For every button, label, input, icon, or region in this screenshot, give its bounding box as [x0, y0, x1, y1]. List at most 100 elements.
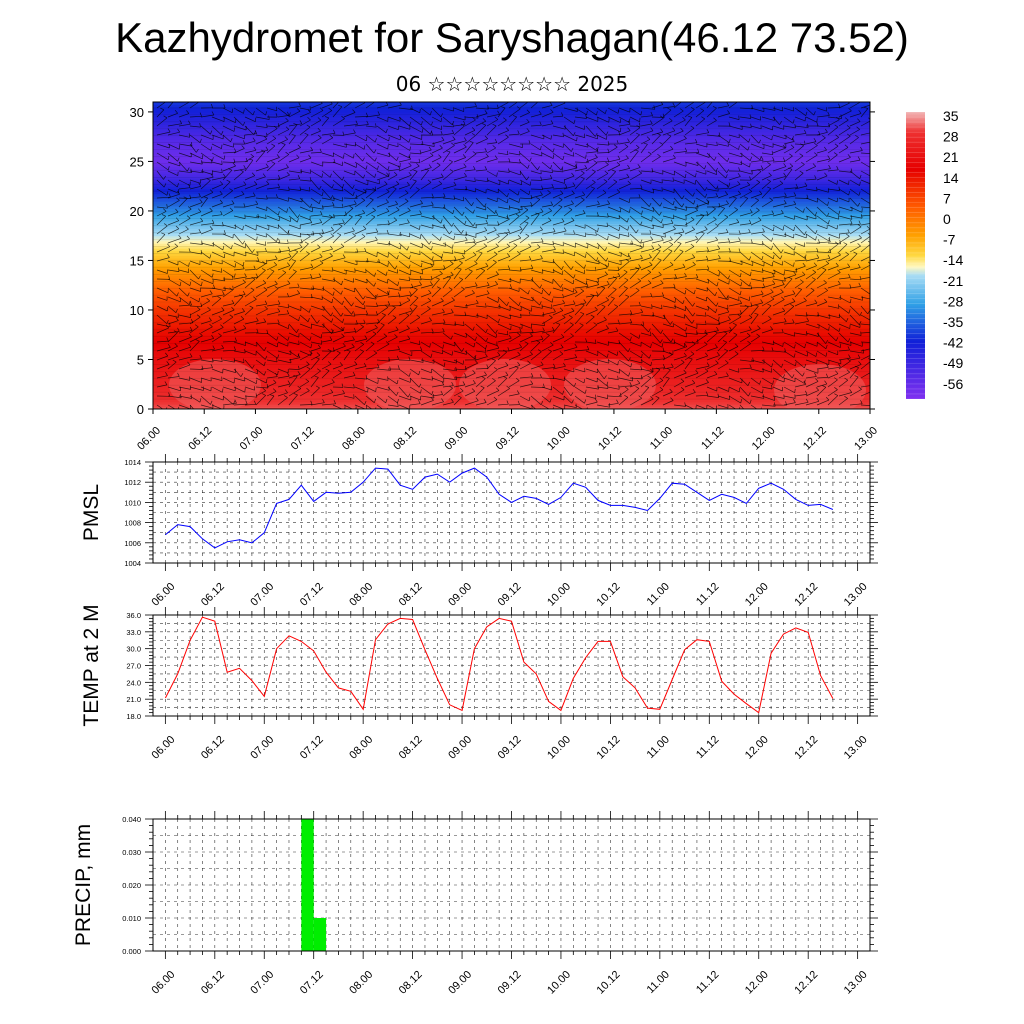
wind-barb-flag: [472, 252, 477, 256]
wind-barb: [431, 350, 443, 355]
wind-barb-flag: [167, 343, 171, 348]
wind-barb-flag: [616, 399, 619, 404]
temperature-band: [153, 295, 870, 299]
wind-barb: [387, 349, 400, 352]
wind-barb: [343, 124, 358, 127]
wind-barb-flag: [231, 299, 235, 304]
wind-barb: [255, 242, 266, 246]
wind-barb: [728, 102, 738, 109]
wind-barb: [728, 260, 743, 265]
wind-barb: [442, 197, 455, 200]
wind-barb-flag: [834, 241, 839, 245]
wind-barb-flag: [386, 207, 390, 212]
wind-barb-flag: [771, 136, 773, 141]
wind-barb-flag: [474, 102, 477, 107]
wind-barb: [519, 197, 533, 200]
wind-barb: [365, 188, 376, 191]
wind-barb: [167, 376, 180, 379]
wind-barb-flag: [616, 140, 619, 145]
wind-barb: [684, 343, 696, 352]
wind-barb-flag: [506, 385, 510, 389]
wind-barb: [838, 170, 853, 173]
wind-barb: [794, 206, 804, 213]
wind-barb-flag: [586, 282, 589, 287]
wind-barb: [794, 242, 805, 247]
wind-barb-flag: [472, 370, 476, 374]
wind-barb: [387, 233, 402, 237]
wind-barb-flag: [297, 290, 300, 294]
wind-barb: [860, 287, 870, 295]
wind-barb: [629, 127, 641, 136]
wind-barb: [453, 368, 467, 371]
wind-barb-flag: [431, 390, 434, 395]
wind-barb: [541, 204, 553, 208]
wind-barb-flag: [728, 122, 731, 127]
wind-barb-flag: [464, 373, 467, 378]
wind-barb-flag: [485, 153, 489, 157]
wind-barb: [178, 346, 192, 352]
wind-barb-flag: [853, 251, 858, 255]
wind-barb-flag: [415, 187, 420, 190]
wind-barb: [607, 368, 620, 374]
temperature-band: [153, 161, 870, 165]
wind-barb: [717, 330, 732, 334]
wind-barb-flag: [317, 127, 321, 132]
wind-barb-flag: [166, 337, 169, 342]
wind-barb: [376, 125, 387, 134]
wind-barb-flag: [873, 318, 874, 322]
wind-barb-flag: [274, 280, 278, 285]
wind-barb: [189, 143, 197, 153]
wind-barb-flag: [353, 312, 356, 317]
wind-barb-flag: [659, 386, 664, 391]
wind-barb-flag: [649, 261, 653, 266]
wind-barb: [178, 113, 190, 118]
wind-barb: [442, 215, 452, 227]
wind-barb: [178, 278, 191, 286]
warm-surface-cell: [459, 359, 551, 409]
wind-barb-flag: [342, 131, 345, 136]
wind-barb-flag: [395, 206, 400, 211]
wind-barb-flag: [713, 216, 717, 220]
wind-barb: [849, 159, 861, 163]
wind-barb: [167, 314, 179, 318]
wind-barb: [387, 116, 401, 122]
wind-barb: [794, 314, 808, 317]
wind-barb-flag: [648, 328, 651, 333]
wind-barb-flag: [305, 378, 310, 382]
wind-barb-flag: [659, 377, 664, 381]
wind-barb-flag: [315, 385, 320, 389]
wind-barb: [827, 379, 838, 388]
wind-barb: [299, 188, 310, 192]
wind-barb: [750, 328, 761, 334]
wind-barb: [772, 233, 786, 237]
wind-barb: [860, 228, 870, 235]
wind-barb: [255, 183, 270, 190]
wind-barb: [728, 324, 737, 334]
wind-barb: [464, 142, 474, 154]
wind-barb-flag: [177, 190, 180, 195]
wind-barb-flag: [816, 397, 820, 402]
wind-barb-flag: [517, 361, 521, 366]
wind-barb: [706, 296, 717, 307]
wind-barb-flag: [573, 274, 576, 279]
wind-barb: [827, 206, 839, 215]
wind-barb-flag: [562, 390, 565, 395]
wind-barb: [464, 341, 475, 348]
wind-barb: [288, 314, 299, 322]
wind-barb: [816, 367, 829, 370]
wind-barb-flag: [646, 136, 651, 140]
wind-barb: [387, 209, 400, 217]
wind-barb-flag: [363, 188, 367, 192]
wind-barb-flag: [805, 312, 808, 317]
wind-barb-flag: [637, 278, 642, 282]
wind-barb-flag: [858, 220, 861, 225]
wind-barb: [838, 110, 852, 118]
x-tick-label: 07.12: [289, 425, 317, 453]
wind-barb: [772, 359, 782, 368]
wind-barb-flag: [539, 121, 542, 126]
wind-barb-flag: [519, 267, 522, 272]
x-tick-label: 09.00: [446, 581, 474, 609]
temperature-band: [153, 111, 870, 115]
wind-barb-flag: [846, 369, 850, 373]
